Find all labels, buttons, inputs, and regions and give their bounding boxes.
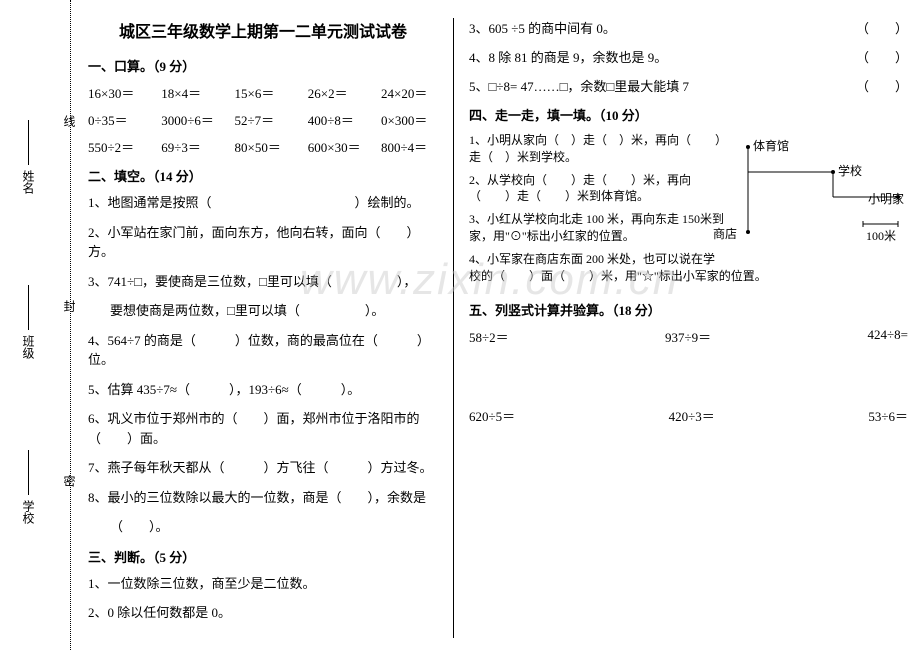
vert-calc-item: 620÷5＝ xyxy=(469,406,515,425)
judge-paren: （ ） xyxy=(856,18,908,37)
calc-item: 80×50＝ xyxy=(235,137,305,156)
walk-item: 3、小红从学校向北走 100 米，再向东走 150米到家，用"⊙"标出小红家的位… xyxy=(469,211,729,245)
walk-item: 1、小明从家向（ ）走（ ）米，再向（ ）走（ ）米到学校。 xyxy=(469,132,729,166)
calc-item: 0×300＝ xyxy=(381,110,451,129)
main-content: 城区三年级数学上期第一二单元测试试卷 一、口算。（9 分） 16×30＝ 18×… xyxy=(88,18,908,638)
calc-item: 15×6＝ xyxy=(235,83,305,102)
calc-item: 400÷8＝ xyxy=(308,110,378,129)
walk-item: 2、从学校向（ ）走（ ）米，再向（ ）走（ ）米到体育馆。 xyxy=(469,172,729,206)
map-gym-label: 体育馆 xyxy=(753,137,789,154)
fill-item: 7、燕子每年秋天都从（ ）方飞往（ ）方过冬。 xyxy=(88,458,438,478)
calc-row: 550÷2＝ 69÷3＝ 80×50＝ 600×30＝ 800÷4＝ xyxy=(88,137,438,156)
side-label-mi: 密 xyxy=(61,475,78,487)
fill-item: （ ）。 xyxy=(88,517,438,537)
judge-text: 5、□÷8= 47……□，余数□里最大能填 7 xyxy=(469,76,689,95)
calc-item: 18×4＝ xyxy=(161,83,231,102)
calc-item: 550÷2＝ xyxy=(88,137,158,156)
map-school-label: 学校 xyxy=(838,162,862,179)
judge-text: 4、8 除 81 的商是 9，余数也是 9。 xyxy=(469,47,667,66)
judge-item: 1、一位数除三位数，商至少是二位数。 xyxy=(88,574,438,594)
fill-line-1 xyxy=(28,120,29,165)
side-label-name: 姓名 xyxy=(20,170,37,194)
section3-header: 三、判断。（5 分） xyxy=(88,547,438,566)
side-binding-panel: 线 姓名 封 班级 密 学校 xyxy=(0,0,80,650)
column-left: 城区三年级数学上期第一二单元测试试卷 一、口算。（9 分） 16×30＝ 18×… xyxy=(88,18,453,638)
dotted-line xyxy=(70,0,71,650)
calc-item: 0÷35＝ xyxy=(88,110,158,129)
map-scale-label: 100米 xyxy=(866,227,896,244)
fill-item: 2、小军站在家门前，面向东方，他向右转，面向（ ）方。 xyxy=(88,223,438,262)
section4-header: 四、走一走，填一填。（10 分） xyxy=(469,105,908,124)
fill-item: 8、最小的三位数除以最大的一位数，商是（ ），余数是 xyxy=(88,488,438,508)
section1-header: 一、口算。（9 分） xyxy=(88,56,438,75)
vert-calc-row: 58÷2＝ 937÷9＝ 424÷8= xyxy=(469,327,908,346)
calc-item: 69÷3＝ xyxy=(161,137,231,156)
map-diagram: 体育馆 学校 小明家 商店 100米 xyxy=(733,132,908,262)
vert-calc-item: 58÷2＝ xyxy=(469,327,509,346)
fill-item: 3、741÷□，要使商是三位数，□里可以填（ ）， xyxy=(88,272,438,292)
map-shop-label: 商店 xyxy=(713,225,737,242)
judge-item: 4、8 除 81 的商是 9，余数也是 9。 （ ） xyxy=(469,47,908,66)
vert-calc-item: 937÷9＝ xyxy=(665,327,711,346)
calc-item: 26×2＝ xyxy=(308,83,378,102)
vert-calc-item: 420÷3＝ xyxy=(669,406,715,425)
fill-line-3 xyxy=(28,450,29,495)
judge-item: 5、□÷8= 47……□，余数□里最大能填 7 （ ） xyxy=(469,76,908,95)
calc-item: 800÷4＝ xyxy=(381,137,451,156)
vert-calc-item: 424÷8= xyxy=(868,327,908,346)
fill-item: 4、564÷7 的商是（ ）位数，商的最高位在（ ）位。 xyxy=(88,331,438,370)
column-right: 3、605 ÷5 的商中间有 0。 （ ） 4、8 除 81 的商是 9，余数也… xyxy=(454,18,908,638)
calc-item: 3000÷6＝ xyxy=(161,110,231,129)
side-label-feng: 封 xyxy=(61,300,78,312)
fill-line-2 xyxy=(28,285,29,330)
calc-item: 16×30＝ xyxy=(88,83,158,102)
judge-paren: （ ） xyxy=(856,76,908,95)
judge-paren: （ ） xyxy=(856,47,908,66)
calc-item: 24×20＝ xyxy=(381,83,451,102)
judge-text: 3、605 ÷5 的商中间有 0。 xyxy=(469,18,616,37)
side-label-xian: 线 xyxy=(61,115,78,127)
vert-calc-item: 53÷6＝ xyxy=(868,406,908,425)
page-title: 城区三年级数学上期第一二单元测试试卷 xyxy=(88,18,438,42)
judge-item: 3、605 ÷5 的商中间有 0。 （ ） xyxy=(469,18,908,37)
side-label-school: 学校 xyxy=(20,500,37,524)
section5-header: 五、列竖式计算并验算。（18 分） xyxy=(469,300,908,319)
fill-item: 6、巩义市位于郑州市的（ ）面，郑州市位于洛阳市的（ ）面。 xyxy=(88,409,438,448)
vert-calc-row: 620÷5＝ 420÷3＝ 53÷6＝ xyxy=(469,406,908,425)
fill-item: 5、估算 435÷7≈（ ），193÷6≈（ ）。 xyxy=(88,380,438,400)
section2-header: 二、填空。（14 分） xyxy=(88,166,438,185)
map-home-label: 小明家 xyxy=(868,190,904,207)
calc-row: 0÷35＝ 3000÷6＝ 52÷7＝ 400÷8＝ 0×300＝ xyxy=(88,110,438,129)
calc-row: 16×30＝ 18×4＝ 15×6＝ 26×2＝ 24×20＝ xyxy=(88,83,438,102)
fill-item: 1、地图通常是按照（ ）绘制的。 xyxy=(88,193,438,213)
calc-item: 600×30＝ xyxy=(308,137,378,156)
calc-item: 52÷7＝ xyxy=(235,110,305,129)
judge-item: 2、0 除以任何数都是 0。 xyxy=(88,603,438,623)
side-label-class: 班级 xyxy=(20,335,37,359)
fill-item: 要想使商是两位数，□里可以填（ ）。 xyxy=(88,301,438,321)
